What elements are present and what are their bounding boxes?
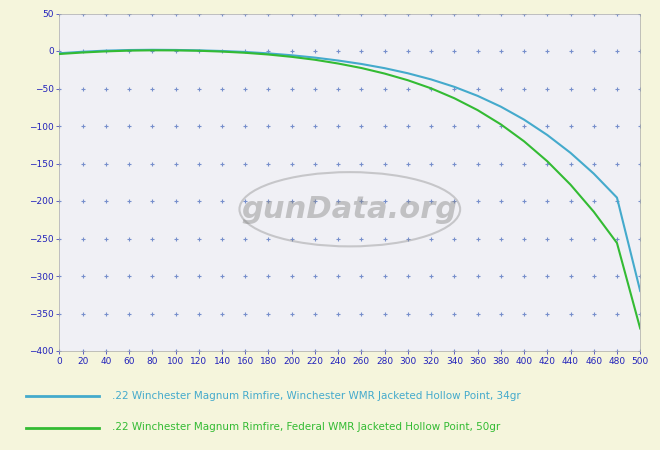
Text: .22 Winchester Magnum Rimfire, Winchester WMR Jacketed Hollow Point, 34gr: .22 Winchester Magnum Rimfire, Wincheste… xyxy=(112,391,521,401)
Text: gunData.org: gunData.org xyxy=(242,195,458,224)
Text: .22 Winchester Magnum Rimfire, Federal WMR Jacketed Hollow Point, 50gr: .22 Winchester Magnum Rimfire, Federal W… xyxy=(112,423,500,432)
